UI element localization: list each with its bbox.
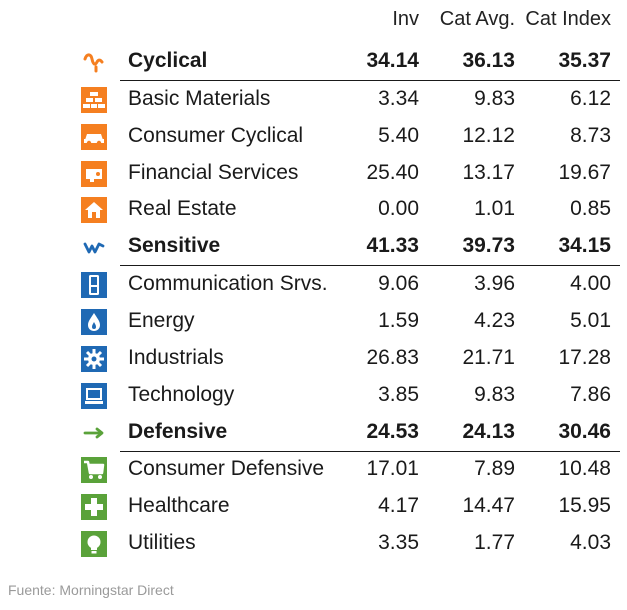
cyclical-icon [80,48,108,76]
sector-row-industrials: Industrials 26.83 21.71 17.28 [0,341,627,377]
sector-cat-index: 10.48 [558,457,611,480]
sensitive-icon [80,233,108,261]
sector-row-energy: Energy 1.59 4.23 5.01 [0,304,627,340]
sector-cat-avg: 3.96 [474,272,515,295]
sector-cat-avg: 14.47 [462,494,515,517]
sector-inv: 25.40 [366,161,419,184]
group-row-cyclical: Cyclical 34.14 36.13 35.37 [83,44,620,81]
group-label: Sensitive [128,234,221,257]
industrials-icon [80,345,108,373]
sector-inv: 17.01 [366,457,419,480]
group-row-sensitive: Sensitive 41.33 39.73 34.15 [83,229,620,266]
sector-row-real-estate: Real Estate 0.00 1.01 0.85 [0,192,627,228]
sector-label: Consumer Defensive [128,457,325,480]
sector-label: Financial Services [128,161,299,184]
healthcare-icon [80,493,108,521]
sector-cat-index: 15.95 [558,494,611,517]
group-label: Defensive [128,420,228,443]
sector-cat-avg: 12.12 [462,124,515,147]
sector-label: Communication Srvs. [128,272,328,295]
sector-label: Basic Materials [128,87,271,110]
sector-label: Consumer Cyclical [128,124,304,147]
sector-cat-index: 17.28 [558,346,611,369]
group-row-defensive: Defensive 24.53 24.13 30.46 [83,415,620,452]
group-cat-avg: 39.73 [462,234,515,257]
header-cat-avg: Cat Avg. [439,8,515,30]
sector-inv: 5.40 [378,124,419,147]
sector-inv: 9.06 [378,272,419,295]
sector-cat-index: 4.00 [570,272,611,295]
sector-cat-avg: 9.83 [474,383,515,406]
sector-cat-avg: 13.17 [462,161,515,184]
real-estate-icon [80,196,108,224]
group-cat-index: 35.37 [558,49,611,72]
header-cat-index: Cat Index [525,8,611,30]
consumer-defensive-icon [80,456,108,484]
sector-row-financial-services: Financial Services 25.40 13.17 19.67 [0,156,627,192]
group-label: Cyclical [128,49,208,72]
group-inv: 41.33 [366,234,419,257]
sector-label: Real Estate [128,197,237,220]
sector-label: Utilities [128,531,196,554]
group-cat-avg: 24.13 [462,420,515,443]
communication-icon [80,271,108,299]
sector-inv: 26.83 [366,346,419,369]
sector-label: Energy [128,309,195,332]
sector-row-communication: Communication Srvs. 9.06 3.96 4.00 [0,267,627,303]
sector-row-consumer-defensive: Consumer Defensive 17.01 7.89 10.48 [0,452,627,488]
technology-icon [80,382,108,410]
sector-cat-index: 7.86 [570,383,611,406]
sector-label: Industrials [128,346,224,369]
sector-cat-avg: 1.01 [474,197,515,220]
sector-row-basic-materials: Basic Materials 3.34 9.83 6.12 [0,82,627,118]
sector-inv: 3.85 [378,383,419,406]
utilities-icon [80,530,108,558]
group-inv: 34.14 [366,49,419,72]
financial-services-icon [80,160,108,188]
basic-materials-icon [80,86,108,114]
sector-inv: 3.34 [378,87,419,110]
sector-cat-index: 4.03 [570,531,611,554]
column-headers: Inv Cat Avg. Cat Index [0,8,627,36]
sector-inv: 1.59 [378,309,419,332]
sector-cat-avg: 4.23 [474,309,515,332]
source-caption: Fuente: Morningstar Direct [8,582,174,598]
sector-cat-index: 19.67 [558,161,611,184]
sector-cat-index: 6.12 [570,87,611,110]
sector-label: Healthcare [128,494,230,517]
sector-cat-avg: 1.77 [474,531,515,554]
sector-cat-avg: 9.83 [474,87,515,110]
sector-row-technology: Technology 3.85 9.83 7.86 [0,378,627,414]
group-cat-avg: 36.13 [462,49,515,72]
sector-label: Technology [128,383,235,406]
sector-cat-avg: 7.89 [474,457,515,480]
group-cat-index: 30.46 [558,420,611,443]
energy-icon [80,308,108,336]
sector-inv: 4.17 [378,494,419,517]
sector-inv: 0.00 [378,197,419,220]
sector-row-healthcare: Healthcare 4.17 14.47 15.95 [0,489,627,525]
group-inv: 24.53 [366,420,419,443]
sector-row-consumer-cyclical: Consumer Cyclical 5.40 12.12 8.73 [0,119,627,155]
sector-cat-index: 0.85 [570,197,611,220]
sector-cat-index: 8.73 [570,124,611,147]
consumer-cyclical-icon [80,123,108,151]
sector-inv: 3.35 [378,531,419,554]
group-cat-index: 34.15 [558,234,611,257]
sector-cat-index: 5.01 [570,309,611,332]
sector-row-utilities: Utilities 3.35 1.77 4.03 [0,526,627,562]
header-inv: Inv [392,8,419,30]
sector-cat-avg: 21.71 [462,346,515,369]
defensive-icon [80,419,108,447]
